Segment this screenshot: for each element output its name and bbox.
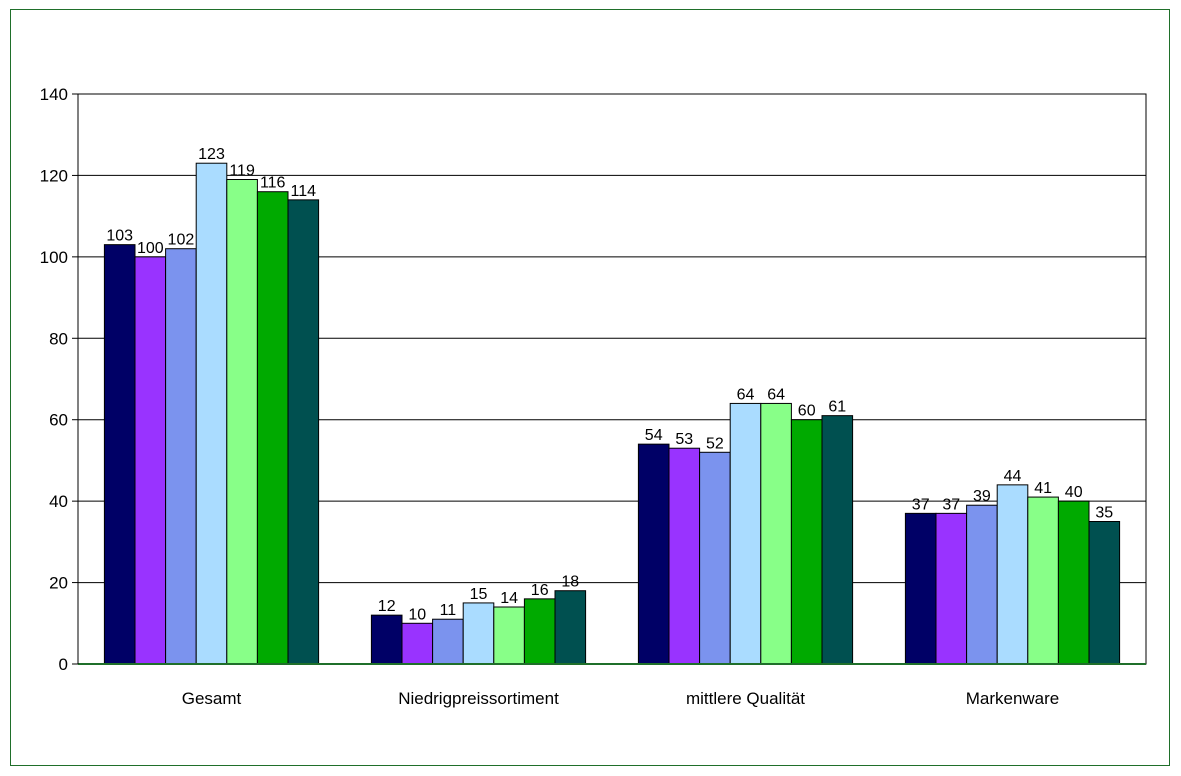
y-tick-label: 100 [40, 248, 68, 267]
data-label: 54 [645, 427, 663, 444]
data-label: 16 [531, 582, 549, 599]
bar [523, 598, 556, 665]
bar [1027, 496, 1059, 665]
bar [165, 248, 197, 665]
bar [729, 402, 762, 665]
bar [966, 504, 998, 665]
data-label: 60 [798, 403, 816, 420]
data-label: 10 [408, 606, 426, 623]
bar [668, 447, 701, 665]
data-label: 40 [1065, 484, 1083, 501]
data-label: 116 [260, 175, 286, 192]
bar [493, 606, 525, 665]
bar [256, 191, 289, 665]
bar [1057, 500, 1090, 665]
data-label: 53 [675, 431, 693, 448]
bar [790, 419, 823, 665]
data-label: 41 [1034, 480, 1052, 497]
data-label: 14 [500, 590, 518, 607]
bar [401, 622, 434, 665]
data-label: 61 [828, 399, 846, 416]
data-label: 114 [291, 183, 317, 200]
bar [760, 402, 792, 665]
data-label: 119 [229, 163, 255, 180]
data-label: 37 [912, 496, 930, 513]
bar [637, 443, 670, 665]
bar [904, 512, 937, 665]
bar [1088, 521, 1121, 665]
data-label: 18 [561, 574, 579, 591]
bar [287, 199, 320, 665]
y-tick-label: 60 [49, 411, 68, 430]
x-category-label: Gesamt [182, 689, 242, 708]
data-label: 39 [973, 488, 991, 505]
bar [195, 162, 228, 665]
bar [996, 484, 1029, 665]
y-tick-label: 40 [49, 492, 68, 511]
data-label: 35 [1095, 505, 1113, 522]
axes [72, 93, 1146, 665]
data-label: 15 [470, 586, 488, 603]
data-label: 103 [106, 228, 133, 245]
data-label: 123 [198, 146, 225, 163]
bars [103, 162, 1121, 665]
data-label: 12 [378, 598, 396, 615]
data-label: 64 [767, 386, 785, 403]
x-category-label: mittlere Qualität [686, 689, 805, 708]
x-category-label: Markenware [966, 689, 1060, 708]
data-label: 100 [137, 240, 164, 257]
bar [370, 614, 403, 665]
y-tick-label: 20 [49, 574, 68, 593]
y-tick-label: 120 [40, 166, 68, 185]
bar [134, 256, 167, 665]
data-label: 11 [440, 602, 457, 619]
bar [935, 512, 968, 665]
bar [103, 244, 136, 665]
bar [821, 415, 854, 665]
data-label: 102 [168, 232, 195, 249]
y-tick-label: 80 [49, 329, 68, 348]
bar [554, 590, 587, 665]
data-label: 44 [1004, 468, 1022, 485]
x-category-label: Niedrigpreissortiment [398, 689, 559, 708]
data-label: 64 [737, 386, 755, 403]
data-label: 37 [942, 496, 960, 513]
data-label: 52 [706, 435, 724, 452]
y-tick-label: 0 [59, 655, 68, 674]
bar [432, 618, 464, 665]
bar [226, 179, 258, 665]
bar [699, 451, 731, 665]
y-tick-label: 140 [40, 85, 68, 104]
bar [462, 602, 495, 665]
